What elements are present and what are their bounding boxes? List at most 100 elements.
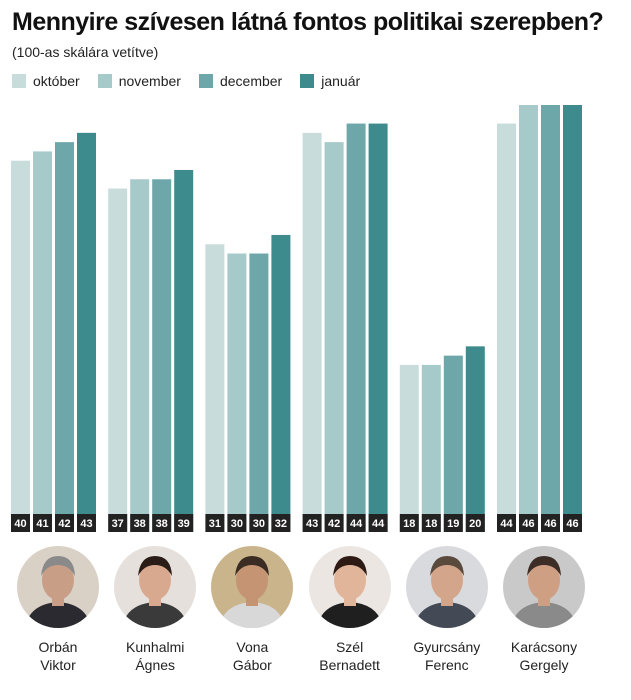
value-label: 46 — [566, 518, 578, 530]
person-first-name: Gyurcsány — [413, 639, 481, 655]
value-label-bg — [33, 514, 52, 532]
bar-group-kunhalmi-agnes: 37 38 38 39 — [108, 169, 194, 533]
person-last-name: Gábor — [232, 657, 272, 673]
value-label-bg — [249, 514, 269, 532]
portrait-vona-gabor-icon — [211, 546, 294, 628]
value-label-bg — [399, 514, 419, 532]
bar-gyurcsany-ferenc-oktober — [399, 364, 419, 532]
value-label: 31 — [209, 518, 221, 530]
person-first-name: Vona — [236, 639, 269, 655]
value-label: 32 — [275, 518, 287, 530]
legend-label-oktober: október — [33, 73, 80, 89]
person-first-name: Szél — [335, 639, 364, 655]
person-last-name: Gergely — [519, 657, 569, 673]
person-last-name: Viktor — [40, 657, 76, 673]
portrait-gyurcsany-ferenc-icon — [405, 546, 488, 628]
legend-swatch-oktober — [12, 74, 26, 88]
value-label: 46 — [522, 518, 534, 530]
portrait-orban-viktor-icon — [17, 546, 99, 628]
value-label-bg — [519, 514, 538, 532]
value-label: 41 — [36, 518, 48, 530]
legend-label-januar: január — [321, 73, 361, 89]
bar-group-vona-gabor: 31 30 30 32 — [205, 234, 291, 533]
value-label-bg — [346, 514, 366, 532]
value-label-bg — [563, 514, 582, 532]
chart-subtitle: (100-as skálára vetítve) — [12, 44, 159, 60]
value-label: 38 — [156, 518, 168, 530]
value-label-bg — [227, 514, 247, 532]
value-label-bg — [205, 514, 225, 532]
person-last-name: Ferenc — [425, 657, 469, 673]
bar-orban-viktor-december — [55, 142, 74, 532]
legend: október november december január — [12, 70, 360, 92]
bar-kunhalmi-agnes-december — [152, 179, 172, 532]
value-label: 42 — [328, 518, 340, 530]
person-2: Kunhalmi Ágnes — [107, 540, 203, 674]
bar-szel-bernadett-december — [346, 123, 366, 532]
person-first-name: Orbán — [38, 639, 78, 655]
legend-item-oktober: október — [12, 73, 80, 89]
portrait-karacsony-gergely-icon — [503, 546, 585, 628]
value-label: 20 — [469, 518, 481, 530]
value-label: 43 — [80, 518, 92, 530]
bar-szel-bernadett-november — [324, 142, 344, 532]
bar-group-gyurcsany-ferenc: 18 18 19 20 — [399, 346, 485, 532]
person-name: Karácsony Gergely — [496, 638, 592, 674]
value-label: 46 — [544, 518, 556, 530]
person-5: Gyurcsány Ferenc — [399, 540, 495, 674]
bar-group-karacsony-gergely: 44 46 46 46 — [497, 105, 582, 532]
person-first-name: Kunhalmi — [126, 639, 185, 655]
person-name: Kunhalmi Ágnes — [107, 638, 203, 674]
person-name: Szél Bernadett — [302, 638, 398, 674]
value-label-bg — [302, 514, 322, 532]
bar-orban-viktor-januar — [77, 132, 96, 532]
bar-orban-viktor-oktober — [11, 160, 30, 532]
person-last-name: Ágnes — [135, 657, 176, 673]
value-label: 38 — [134, 518, 146, 530]
person-3: Vona Gábor — [204, 540, 300, 674]
bar-kunhalmi-agnes-januar — [174, 169, 194, 532]
person-6: Karácsony Gergely — [496, 540, 592, 674]
value-label: 19 — [447, 518, 459, 530]
value-label-bg — [497, 514, 516, 532]
person-first-name: Karácsony — [510, 639, 578, 655]
legend-item-november: november — [97, 73, 181, 89]
bar-vona-gabor-december — [249, 253, 269, 533]
value-label: 44 — [350, 518, 363, 530]
person-last-name: Bernadett — [319, 657, 380, 673]
bar-kunhalmi-agnes-november — [130, 179, 150, 532]
value-label: 18 — [425, 518, 437, 530]
value-label-bg — [271, 514, 291, 532]
value-label-bg — [421, 514, 441, 532]
bar-chart: 40 41 42 43 37 38 38 39 31 30 30 32 43 42 44 44 18 18 19 20… — [11, 105, 582, 533]
value-label-bg — [541, 514, 560, 532]
legend-swatch-januar — [300, 74, 315, 88]
legend-item-december: december — [198, 73, 282, 89]
value-label: 18 — [403, 518, 415, 530]
portrait-kunhalmi-agnes-icon — [114, 546, 197, 628]
value-label-bg — [152, 514, 172, 532]
person-name: Orbán Viktor — [10, 638, 106, 674]
value-label-bg — [77, 514, 96, 532]
portrait-szel-bernadett-icon — [308, 546, 391, 628]
value-label-bg — [174, 514, 194, 532]
value-label: 44 — [500, 518, 513, 530]
person-name: Gyurcsány Ferenc — [399, 638, 495, 674]
bar-gyurcsany-ferenc-januar — [465, 346, 485, 532]
bar-group-orban-viktor: 40 41 42 43 — [11, 132, 96, 533]
value-label-bg — [11, 514, 30, 532]
bar-kunhalmi-agnes-oktober — [108, 188, 128, 533]
value-label: 42 — [58, 518, 70, 530]
value-label-bg — [108, 514, 128, 532]
legend-swatch-december — [198, 74, 213, 88]
person-1: Orbán Viktor — [10, 540, 106, 674]
value-label-bg — [443, 514, 463, 532]
bar-vona-gabor-oktober — [205, 244, 225, 532]
bar-gyurcsany-ferenc-november — [421, 364, 441, 532]
value-label: 30 — [253, 518, 265, 530]
person-4: Szél Bernadett — [302, 540, 398, 674]
bar-group-szel-bernadett: 43 42 44 44 — [302, 123, 388, 532]
value-label: 44 — [372, 518, 385, 530]
person-name: Vona Gábor — [204, 638, 300, 674]
legend-swatch-november — [97, 74, 112, 88]
